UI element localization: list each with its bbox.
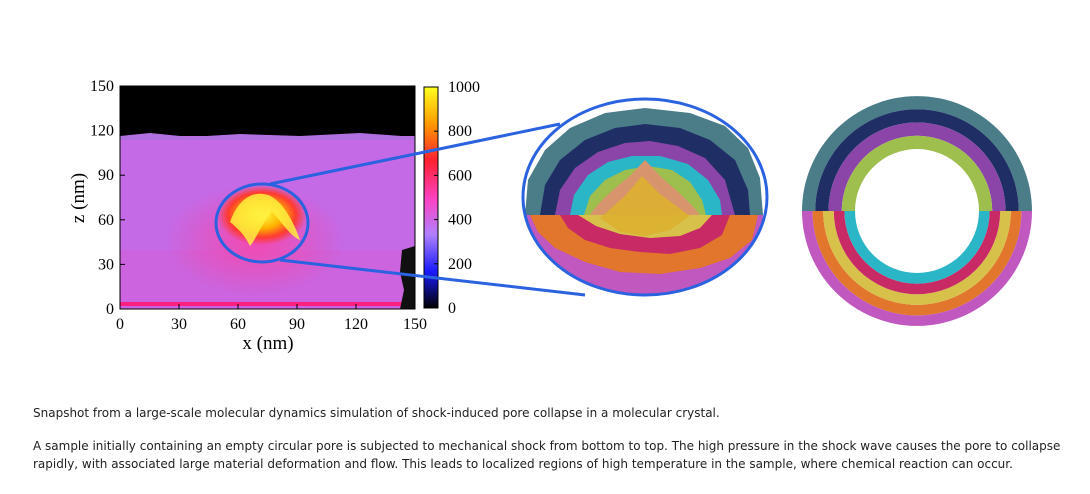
zoomed-pore (521, 97, 769, 297)
y-axis: 0 30 60 90 120 150 (90, 78, 125, 318)
zoom-large-ellipse (521, 97, 769, 297)
y-tick-label: 0 (106, 301, 114, 318)
x-tick-label: 60 (230, 316, 246, 333)
zoom-line-top (269, 122, 561, 186)
colorbar-tick-label: 600 (448, 167, 472, 184)
x-axis-label: x (nm) (242, 333, 293, 354)
zoom-line-bottom (279, 258, 586, 297)
initial-ring-cyan (844, 211, 990, 284)
heatmap-jet (230, 193, 300, 246)
x-axis: 0 30 60 90 120 150 (116, 304, 427, 333)
heatmap-top-region (120, 86, 415, 136)
initial-ring-green (841, 135, 993, 211)
x-tick-label: 150 (403, 316, 427, 333)
jet-core (600, 176, 690, 236)
heatmap-field (120, 86, 415, 309)
colorbar (423, 86, 439, 309)
y-tick-label: 120 (90, 123, 114, 140)
colorbar-tick-label: 0 (448, 300, 456, 317)
x-tick-label: 0 (116, 316, 124, 333)
colorbar-axis: 0 200 400 600 800 1000 (434, 79, 480, 317)
zoom-connector (214, 122, 586, 297)
heatmap-bottom-row (120, 302, 415, 306)
heatmap-panel: 0 30 60 90 120 150 0 30 60 90 120 150 x (nm) z (nm… (68, 78, 480, 354)
colorbar-tick-label: 1000 (448, 79, 480, 96)
plot-frame (119, 85, 416, 310)
initial-ring-crimson (833, 211, 1001, 295)
x-tick-label: 30 (171, 316, 187, 333)
initial-ring-orange (812, 211, 1022, 316)
initial-ring-purple (828, 122, 1006, 211)
initial-pore (802, 96, 1032, 326)
initial-ring-yellow (823, 211, 1011, 305)
colorbar-tick-label: 200 (448, 256, 472, 273)
y-tick-label: 60 (98, 212, 114, 229)
colorbar-tick-label: 400 (448, 212, 472, 229)
y-axis-label: z (nm) (68, 173, 89, 223)
x-tick-label: 120 (344, 316, 368, 333)
y-tick-label: 30 (98, 256, 114, 273)
y-tick-label: 90 (98, 167, 114, 184)
caption-summary: Snapshot from a large-scale molecular dy… (33, 406, 720, 420)
heatmap-shock-front (120, 133, 415, 140)
initial-ring-navy (815, 109, 1019, 211)
colorbar-tick-label: 800 (448, 123, 472, 140)
y-tick-label: 150 (90, 78, 114, 95)
caption-description: A sample initially containing an empty c… (33, 439, 1061, 471)
zoom-small-ellipse (214, 182, 310, 264)
x-tick-label: 90 (289, 316, 305, 333)
figure: 0 30 60 90 120 150 0 30 60 90 120 150 x (nm) z (nm… (68, 78, 1032, 354)
initial-ring-teal (802, 96, 1032, 211)
heatmap-right-edge (400, 246, 415, 309)
